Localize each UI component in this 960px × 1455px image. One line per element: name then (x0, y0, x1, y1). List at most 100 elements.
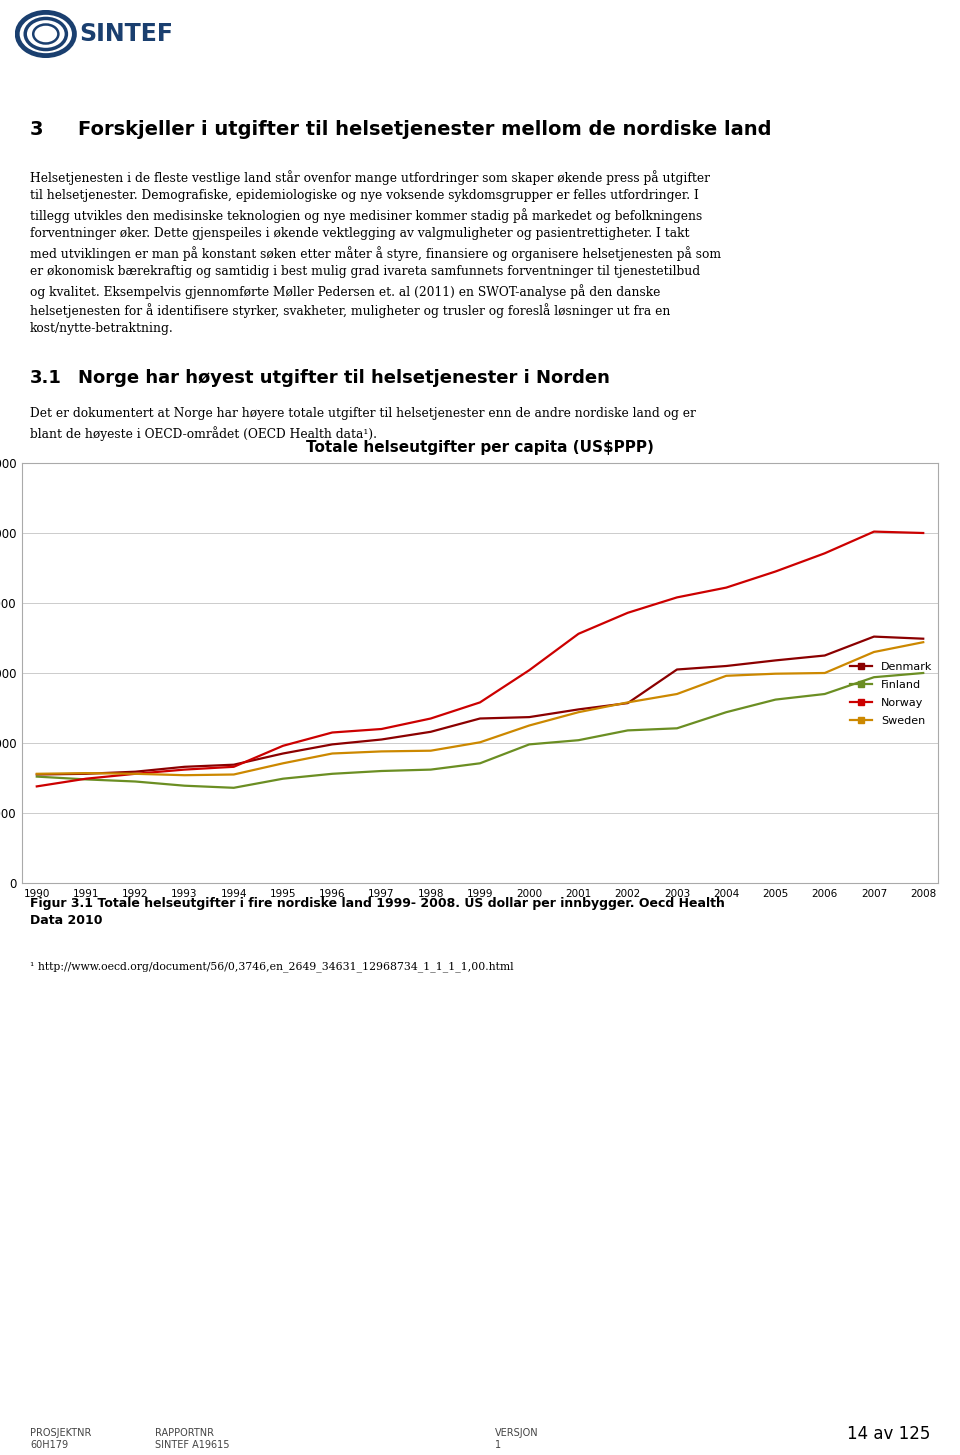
Denmark (81, 765, 92, 783)
Denmark (326, 736, 338, 754)
Text: 14 av 125: 14 av 125 (847, 1424, 930, 1443)
Denmark (31, 765, 42, 783)
Line: Finland: Finland (36, 674, 924, 787)
Text: 3.1: 3.1 (30, 370, 61, 387)
Sweden (130, 765, 141, 783)
Norway (326, 723, 338, 741)
Sweden (523, 717, 535, 735)
Sweden (868, 643, 879, 661)
Text: VERSJON: VERSJON (495, 1427, 539, 1438)
Sweden (81, 764, 92, 781)
Norway (819, 544, 830, 562)
Line: Sweden: Sweden (36, 642, 924, 776)
Norway (31, 777, 42, 794)
Sweden (918, 633, 929, 650)
Norway (671, 589, 683, 607)
Finland (918, 665, 929, 682)
Text: SINTEF: SINTEF (79, 22, 173, 47)
Sweden (720, 666, 732, 684)
Finland (671, 720, 683, 738)
Sweden (474, 733, 486, 751)
Norway (474, 694, 486, 711)
Denmark (819, 647, 830, 665)
Finland (326, 765, 338, 783)
Norway (81, 770, 92, 787)
Text: til helsetjenester. Demografiske, epidemiologiske og nye voksende sykdomsgrupper: til helsetjenester. Demografiske, epidem… (30, 189, 699, 202)
Finland (573, 732, 585, 749)
Denmark (179, 758, 190, 776)
Text: tillegg utvikles den medisinske teknologien og nye medisiner kommer stadig på ma: tillegg utvikles den medisinske teknolog… (30, 208, 703, 223)
Finland (819, 685, 830, 703)
Sweden (573, 703, 585, 720)
Text: og kvalitet. Eksempelvis gjennomførte Møller Pedersen et. al (2011) en SWOT-anal: og kvalitet. Eksempelvis gjennomførte Mø… (30, 284, 660, 298)
Denmark (474, 710, 486, 728)
Line: Denmark: Denmark (36, 637, 924, 774)
Sweden (622, 694, 634, 711)
Text: forventninger øker. Dette gjenspeiles i økende vektlegging av valgmuligheter og : forventninger øker. Dette gjenspeiles i … (30, 227, 689, 240)
Norway (622, 604, 634, 621)
Sweden (819, 665, 830, 682)
Text: SINTEF A19615: SINTEF A19615 (155, 1440, 229, 1451)
Sweden (671, 685, 683, 703)
Denmark (130, 762, 141, 780)
Finland (81, 771, 92, 789)
Sweden (277, 755, 289, 773)
Sweden (228, 765, 240, 783)
Finland (868, 668, 879, 685)
Norway (523, 662, 535, 679)
Denmark (277, 745, 289, 762)
Denmark (918, 630, 929, 647)
Norway (179, 761, 190, 778)
Sweden (375, 742, 387, 760)
Finland (523, 736, 535, 754)
Legend: Denmark, Finland, Norway, Sweden: Denmark, Finland, Norway, Sweden (850, 662, 932, 726)
Denmark (425, 723, 437, 741)
Text: Data 2010: Data 2010 (30, 914, 103, 927)
Text: kost/nytte-betraktning.: kost/nytte-betraktning. (30, 322, 174, 335)
Finland (228, 778, 240, 796)
Denmark (671, 661, 683, 678)
Text: Figur 3.1 Totale helseutgifter i fire nordiske land 1999- 2008. US dollar per in: Figur 3.1 Totale helseutgifter i fire no… (30, 896, 725, 909)
Text: med utviklingen er man på konstant søken etter måter å styre, finansiere og orga: med utviklingen er man på konstant søken… (30, 246, 721, 260)
Norway (425, 710, 437, 728)
Sweden (425, 742, 437, 760)
Sweden (179, 767, 190, 784)
Finland (31, 768, 42, 786)
Denmark (228, 757, 240, 774)
Sweden (31, 765, 42, 783)
Norway (573, 626, 585, 643)
Norway (130, 765, 141, 783)
Finland (770, 691, 781, 709)
Text: 60H179: 60H179 (30, 1440, 68, 1451)
Denmark (770, 652, 781, 669)
Denmark (375, 730, 387, 748)
Norway (720, 579, 732, 597)
Denmark (868, 629, 879, 646)
Text: Helsetjenesten i de fleste vestlige land står ovenfor mange utfordringer som ska: Helsetjenesten i de fleste vestlige land… (30, 170, 710, 185)
Text: ¹ http://www.oecd.org/document/56/0,3746,en_2649_34631_12968734_1_1_1_1,00.html: ¹ http://www.oecd.org/document/56/0,3746… (30, 960, 514, 972)
Text: Forskjeller i utgifter til helsetjenester mellom de nordiske land: Forskjeller i utgifter til helsetjeneste… (78, 119, 772, 140)
Title: Totale helseutgifter per capita (US$PPP): Totale helseutgifter per capita (US$PPP) (306, 439, 654, 455)
Text: RAPPORTNR: RAPPORTNR (155, 1427, 214, 1438)
Text: er økonomisk bærekraftig og samtidig i best mulig grad ivareta samfunnets forven: er økonomisk bærekraftig og samtidig i b… (30, 265, 700, 278)
Text: blant de høyeste i OECD-området (OECD Health data¹).: blant de høyeste i OECD-området (OECD He… (30, 426, 377, 441)
Sweden (326, 745, 338, 762)
Text: Det er dokumentert at Norge har høyere totale utgifter til helsetjenester enn de: Det er dokumentert at Norge har høyere t… (30, 407, 696, 420)
Norway (770, 563, 781, 581)
Text: 1: 1 (495, 1440, 501, 1451)
Finland (277, 770, 289, 787)
Sweden (770, 665, 781, 682)
Finland (425, 761, 437, 778)
Finland (720, 703, 732, 720)
Finland (130, 773, 141, 790)
Text: 3: 3 (30, 119, 43, 140)
Text: PROSJEKTNR: PROSJEKTNR (30, 1427, 91, 1438)
Text: helsetjenesten for å identifisere styrker, svakheter, muligheter og trusler og f: helsetjenesten for å identifisere styrke… (30, 303, 670, 317)
Norway (277, 738, 289, 755)
Norway (918, 524, 929, 541)
Denmark (523, 709, 535, 726)
Finland (179, 777, 190, 794)
Denmark (622, 694, 634, 711)
Finland (375, 762, 387, 780)
Denmark (573, 701, 585, 719)
